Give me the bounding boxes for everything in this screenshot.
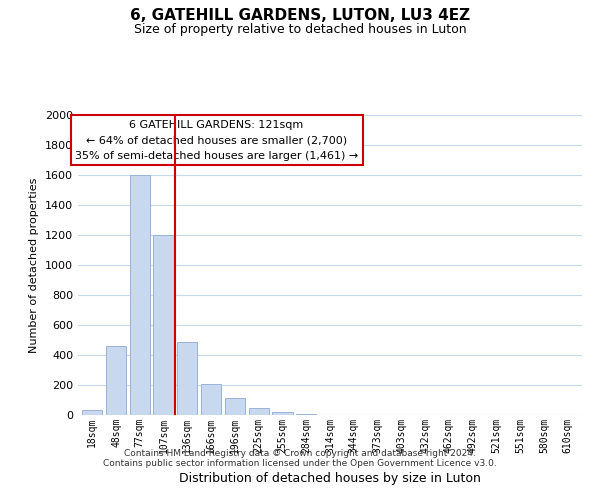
Bar: [154, 235, 173, 415]
Bar: [106, 346, 126, 415]
Text: Contains HM Land Registry data © Crown copyright and database right 2024.: Contains HM Land Registry data © Crown c…: [124, 448, 476, 458]
Text: Distribution of detached houses by size in Luton: Distribution of detached houses by size …: [179, 472, 481, 485]
Text: 6 GATEHILL GARDENS: 121sqm
← 64% of detached houses are smaller (2,700)
35% of s: 6 GATEHILL GARDENS: 121sqm ← 64% of deta…: [75, 120, 358, 160]
Bar: [177, 342, 197, 415]
Bar: [130, 175, 150, 415]
Bar: [296, 414, 316, 415]
Bar: [225, 398, 245, 415]
Text: 6, GATEHILL GARDENS, LUTON, LU3 4EZ: 6, GATEHILL GARDENS, LUTON, LU3 4EZ: [130, 8, 470, 22]
Bar: [272, 412, 293, 415]
Bar: [82, 410, 103, 415]
Text: Size of property relative to detached houses in Luton: Size of property relative to detached ho…: [134, 22, 466, 36]
Bar: [248, 408, 269, 415]
Bar: [201, 384, 221, 415]
Y-axis label: Number of detached properties: Number of detached properties: [29, 178, 40, 352]
Text: Contains public sector information licensed under the Open Government Licence v3: Contains public sector information licen…: [103, 458, 497, 468]
